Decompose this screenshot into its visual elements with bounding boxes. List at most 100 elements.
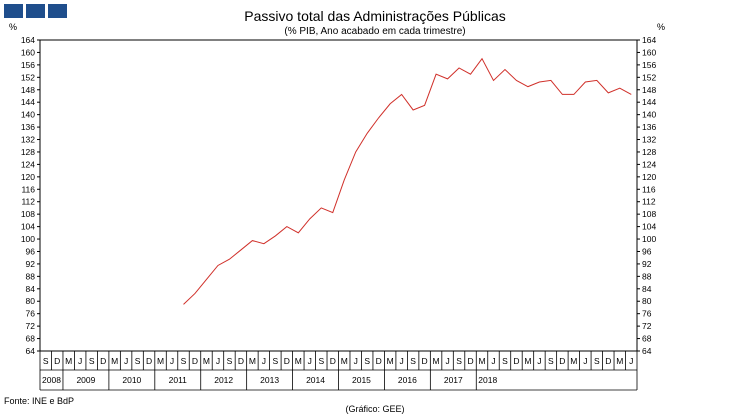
y-tick-label-left: 108 <box>21 209 35 219</box>
x-tick-label-year: 2011 <box>169 375 188 385</box>
logo-block <box>4 4 23 18</box>
y-tick-label-left: 156 <box>21 60 35 70</box>
x-tick-label-quarter: J <box>400 356 404 366</box>
x-tick-label-quarter: J <box>491 356 495 366</box>
chart-title: Passivo total das Administrações Pública… <box>244 8 506 24</box>
x-tick-label-year: 2015 <box>352 375 371 385</box>
x-tick-label-quarter: S <box>43 356 49 366</box>
x-tick-label-quarter: M <box>341 356 348 366</box>
y-tick-label-right: 160 <box>642 47 656 57</box>
y-tick-label-right: 80 <box>642 296 652 306</box>
y-tick-label-left: 112 <box>21 197 35 207</box>
y-tick-label-left: 120 <box>21 172 35 182</box>
x-tick-label-quarter: M <box>203 356 210 366</box>
x-tick-label-quarter: J <box>445 356 449 366</box>
y-tick-label-left: 88 <box>26 271 36 281</box>
y-tick-label-left: 144 <box>21 97 35 107</box>
y-tick-label-left: 104 <box>21 222 35 232</box>
x-tick-label-quarter: J <box>124 356 128 366</box>
x-tick-label-quarter: J <box>537 356 541 366</box>
x-tick-label-quarter: M <box>433 356 440 366</box>
y-tick-label-right: 164 <box>642 35 656 45</box>
x-tick-label-quarter: D <box>146 356 152 366</box>
x-tick-label-quarter: S <box>456 356 462 366</box>
y-tick-label-right: 108 <box>642 209 656 219</box>
y-tick-label-right: 116 <box>642 184 656 194</box>
x-tick-label-year: 2009 <box>76 375 95 385</box>
logo-block <box>26 4 45 18</box>
x-tick-label-quarter: D <box>238 356 244 366</box>
y-tick-label-right: 76 <box>642 309 652 319</box>
y-tick-label-right: 84 <box>642 284 652 294</box>
y-tick-label-right: 148 <box>642 85 656 95</box>
y-tick-label-right: 104 <box>642 222 656 232</box>
y-tick-label-left: 140 <box>21 110 35 120</box>
y-tick-label-left: 132 <box>21 135 35 145</box>
x-tick-label-quarter: D <box>284 356 290 366</box>
x-tick-label-quarter: M <box>387 356 394 366</box>
x-tick-label-quarter: M <box>524 356 531 366</box>
y-tick-label-left: 92 <box>26 259 36 269</box>
x-tick-label-quarter: J <box>216 356 220 366</box>
y-tick-label-left: 68 <box>26 334 36 344</box>
y-tick-label-right: 136 <box>642 122 656 132</box>
x-tick-label-quarter: S <box>502 356 508 366</box>
y-tick-label-right: 128 <box>642 147 656 157</box>
x-tick-label-quarter: S <box>410 356 416 366</box>
x-tick-label-year: 2018 <box>478 375 497 385</box>
y-tick-label-left: 136 <box>21 122 35 132</box>
x-tick-label-quarter: S <box>273 356 279 366</box>
x-tick-label-quarter: S <box>318 356 324 366</box>
y-tick-label-right: 120 <box>642 172 656 182</box>
y-tick-label-left: 124 <box>21 159 35 169</box>
x-tick-label-quarter: S <box>181 356 187 366</box>
y-tick-label-right: 124 <box>642 159 656 169</box>
y-tick-label-left: 64 <box>26 346 36 356</box>
y-tick-label-right: 144 <box>642 97 656 107</box>
x-tick-label-quarter: D <box>330 356 336 366</box>
y-axis-unit-left: % <box>9 22 18 32</box>
y-tick-label-right: 68 <box>642 334 652 344</box>
x-tick-label-quarter: D <box>605 356 611 366</box>
x-tick-label-quarter: S <box>594 356 600 366</box>
x-tick-label-quarter: M <box>295 356 302 366</box>
x-tick-label-year: 2013 <box>260 375 279 385</box>
x-tick-label-quarter: M <box>157 356 164 366</box>
chart-credit: (Gráfico: GEE) <box>345 404 405 414</box>
x-tick-label-quarter: D <box>513 356 519 366</box>
y-tick-label-left: 148 <box>21 85 35 95</box>
x-tick-label-quarter: M <box>249 356 256 366</box>
y-tick-label-right: 140 <box>642 110 656 120</box>
x-tick-label-quarter: S <box>89 356 95 366</box>
x-tick-label-quarter: D <box>422 356 428 366</box>
y-tick-label-right: 152 <box>642 72 656 82</box>
x-tick-label-year: 2017 <box>444 375 463 385</box>
y-tick-label-left: 76 <box>26 309 36 319</box>
y-axis-unit-right: % <box>657 22 666 32</box>
source-note: Fonte: INE e BdP <box>4 396 75 406</box>
y-tick-label-left: 164 <box>21 35 35 45</box>
x-tick-label-quarter: M <box>111 356 118 366</box>
x-tick-label-quarter: D <box>559 356 565 366</box>
x-tick-label-quarter: M <box>616 356 623 366</box>
x-tick-label-quarter: M <box>570 356 577 366</box>
y-tick-label-left: 152 <box>21 72 35 82</box>
x-tick-label-quarter: D <box>376 356 382 366</box>
x-tick-label-quarter: S <box>135 356 141 366</box>
y-tick-label-left: 84 <box>26 284 36 294</box>
x-tick-label-quarter: D <box>100 356 106 366</box>
x-tick-label-quarter: J <box>262 356 266 366</box>
x-tick-label-quarter: J <box>354 356 358 366</box>
y-tick-label-right: 72 <box>642 321 652 331</box>
x-tick-label-year: 2016 <box>398 375 417 385</box>
x-tick-label-quarter: S <box>548 356 554 366</box>
y-tick-label-left: 100 <box>21 234 35 244</box>
x-tick-label-quarter: M <box>65 356 72 366</box>
y-tick-label-right: 92 <box>642 259 652 269</box>
chart-subtitle: (% PIB, Ano acabado em cada trimestre) <box>284 26 466 37</box>
logo-block <box>48 4 67 18</box>
y-tick-label-right: 112 <box>642 197 656 207</box>
x-tick-label-year: 2008 <box>42 375 61 385</box>
y-tick-label-left: 116 <box>21 184 35 194</box>
x-tick-label-quarter: D <box>467 356 473 366</box>
